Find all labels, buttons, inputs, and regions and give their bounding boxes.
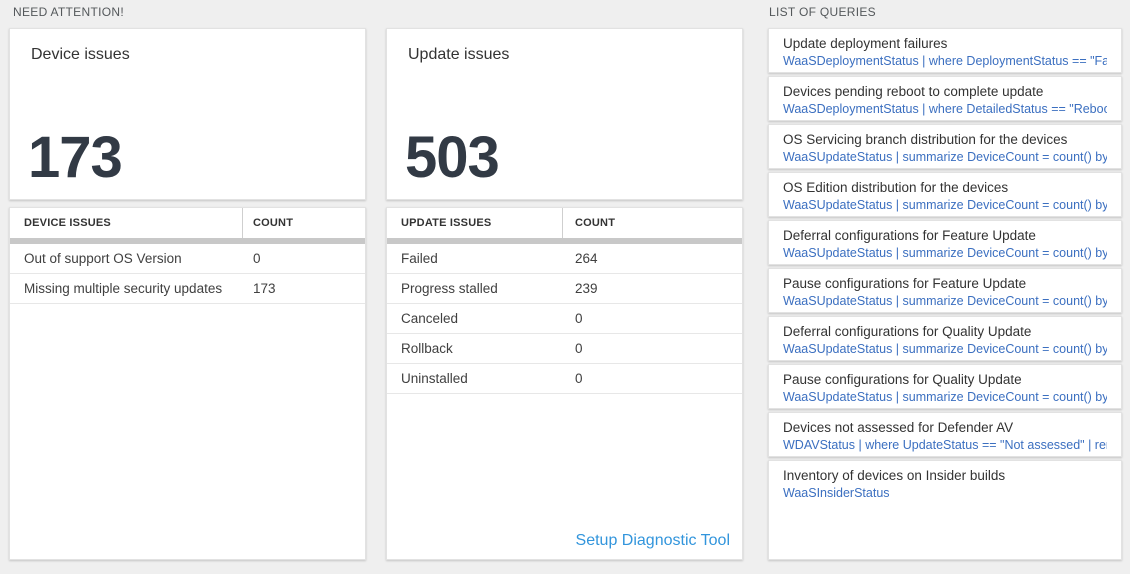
- device-issues-tile-title: Device issues: [31, 46, 130, 63]
- query-text: WaaSUpdateStatus | summarize DeviceCount…: [783, 294, 1107, 308]
- update-issues-tile[interactable]: Update issues 503: [386, 28, 743, 200]
- update-issues-column: Update issues 503 UPDATE ISSUES COUNT Fa…: [386, 28, 743, 560]
- query-text: WaaSUpdateStatus | summarize DeviceCount…: [783, 246, 1107, 260]
- query-item[interactable]: Deferral configurations for Feature Upda…: [768, 220, 1122, 265]
- update-issues-table: UPDATE ISSUES COUNT Failed 264 Progress …: [386, 207, 743, 560]
- update-issues-table-header: UPDATE ISSUES COUNT: [387, 208, 742, 238]
- row-label: Failed: [401, 251, 438, 266]
- table-scrollbar-track: [10, 238, 365, 244]
- queries-list: Update deployment failures WaaSDeploymen…: [768, 28, 1122, 560]
- query-item[interactable]: Inventory of devices on Insider builds W…: [768, 460, 1122, 560]
- row-label: Rollback: [401, 341, 453, 356]
- row-count: 0: [575, 341, 583, 356]
- query-title: OS Servicing branch distribution for the…: [783, 132, 1068, 147]
- row-count: 239: [575, 281, 598, 296]
- query-title: OS Edition distribution for the devices: [783, 180, 1009, 195]
- device-issues-column: Device issues 173 DEVICE ISSUES COUNT Ou…: [9, 28, 366, 560]
- query-title: Deferral configurations for Feature Upda…: [783, 228, 1036, 243]
- query-text: WaaSUpdateStatus | summarize DeviceCount…: [783, 150, 1107, 164]
- device-issues-header-count: COUNT: [253, 217, 294, 229]
- row-label: Canceled: [401, 311, 459, 326]
- query-text: WaaSDeploymentStatus | where DetailedSta…: [783, 102, 1107, 116]
- query-item[interactable]: Devices not assessed for Defender AV WDA…: [768, 412, 1122, 457]
- device-issues-total: 173: [28, 125, 123, 190]
- query-item[interactable]: Deferral configurations for Quality Upda…: [768, 316, 1122, 361]
- table-row[interactable]: Rollback 0: [387, 334, 742, 364]
- row-count: 0: [253, 251, 261, 266]
- device-issues-tile[interactable]: Device issues 173: [9, 28, 366, 200]
- row-count: 0: [575, 371, 583, 386]
- row-count: 0: [575, 311, 583, 326]
- device-issues-table: DEVICE ISSUES COUNT Out of support OS Ve…: [9, 207, 366, 560]
- query-item[interactable]: OS Servicing branch distribution for the…: [768, 124, 1122, 169]
- query-title: Pause configurations for Quality Update: [783, 372, 1022, 387]
- query-text: WaaSUpdateStatus | summarize DeviceCount…: [783, 342, 1107, 356]
- device-issues-table-header: DEVICE ISSUES COUNT: [10, 208, 365, 238]
- query-text: WaaSUpdateStatus | summarize DeviceCount…: [783, 198, 1107, 212]
- row-label: Uninstalled: [401, 371, 468, 386]
- query-title: Inventory of devices on Insider builds: [783, 468, 1006, 483]
- query-title: Update deployment failures: [783, 36, 948, 51]
- query-title: Pause configurations for Feature Update: [783, 276, 1027, 291]
- query-item[interactable]: Pause configurations for Feature Update …: [768, 268, 1122, 313]
- query-title: Devices pending reboot to complete updat…: [783, 84, 1044, 99]
- query-title: Deferral configurations for Quality Upda…: [783, 324, 1032, 339]
- table-row[interactable]: Missing multiple security updates 173: [10, 274, 365, 304]
- query-text: WaaSDeploymentStatus | where DeploymentS…: [783, 54, 1107, 68]
- query-text: WDAVStatus | where UpdateStatus == "Not …: [783, 438, 1107, 452]
- row-label: Missing multiple security updates: [24, 281, 223, 296]
- row-count: 173: [253, 281, 276, 296]
- row-label: Progress stalled: [401, 281, 498, 296]
- query-item[interactable]: OS Edition distribution for the devices …: [768, 172, 1122, 217]
- update-issues-header-count: COUNT: [575, 217, 616, 229]
- query-item[interactable]: Pause configurations for Quality Update …: [768, 364, 1122, 409]
- table-row[interactable]: Failed 264: [387, 244, 742, 274]
- device-issues-header-label: DEVICE ISSUES: [10, 208, 243, 238]
- table-scrollbar-track: [387, 238, 742, 244]
- query-item[interactable]: Update deployment failures WaaSDeploymen…: [768, 28, 1122, 73]
- row-count: 264: [575, 251, 598, 266]
- table-row[interactable]: Uninstalled 0: [387, 364, 742, 394]
- setup-diagnostic-tool-link[interactable]: Setup Diagnostic Tool: [575, 532, 730, 549]
- query-text: WaaSUpdateStatus | summarize DeviceCount…: [783, 390, 1107, 404]
- update-issues-header-label: UPDATE ISSUES: [387, 208, 563, 238]
- update-issues-tile-title: Update issues: [408, 46, 510, 63]
- row-label: Out of support OS Version: [24, 251, 182, 266]
- table-row[interactable]: Progress stalled 239: [387, 274, 742, 304]
- table-row[interactable]: Out of support OS Version 0: [10, 244, 365, 274]
- list-of-queries-section-title: LIST OF QUERIES: [769, 5, 876, 19]
- table-row[interactable]: Canceled 0: [387, 304, 742, 334]
- update-issues-total: 503: [405, 125, 500, 190]
- query-text: WaaSInsiderStatus: [783, 486, 890, 500]
- need-attention-section-title: NEED ATTENTION!: [13, 5, 124, 19]
- query-title: Devices not assessed for Defender AV: [783, 420, 1014, 435]
- query-item[interactable]: Devices pending reboot to complete updat…: [768, 76, 1122, 121]
